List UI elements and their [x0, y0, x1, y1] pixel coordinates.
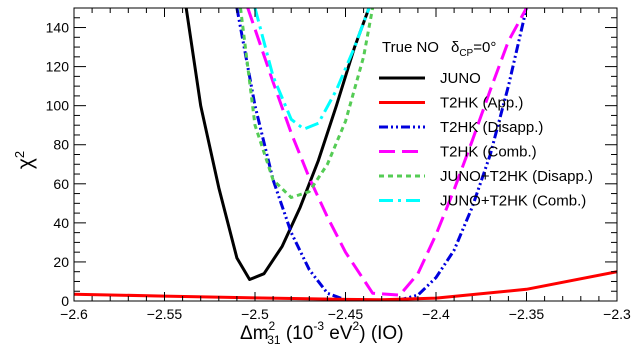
y-tick-label: 0 — [61, 293, 69, 309]
x-tick-label: −2.55 — [147, 306, 183, 322]
x-axis-label-prefix: Δm — [240, 323, 269, 344]
x-tick-label: −2.3 — [603, 306, 631, 322]
y-axis-label-sup: 2 — [12, 151, 27, 158]
annotation-sub: CP — [459, 48, 473, 59]
x-tick-label: −2.4 — [422, 306, 450, 322]
ticks: −2.6 −2.55 −2.5 −2.45 −2.4 −2.35 −2.3 0 20 40 60 80… — [46, 8, 631, 322]
x-tick-label: −2.6 — [60, 306, 88, 322]
y-tick-label: 140 — [46, 20, 70, 36]
y-tick-label: 120 — [46, 59, 70, 75]
legend: JUNO T2HK (App.) T2HK (Disapp.) T2HK (Comb.… — [379, 70, 593, 210]
series-line-juno-t2hk-comb — [253, 8, 371, 131]
x-axis-label: Δm2 31 (10-3 eV2) (IO) — [240, 319, 404, 347]
y-tick-label: 80 — [53, 137, 69, 153]
x-tick-label: −2.35 — [509, 306, 545, 322]
annotation-delta: δ — [451, 39, 459, 56]
legend-label: T2HK (Disapp.) — [440, 119, 543, 136]
x-axis-label-unit-exp2: 2 — [353, 319, 360, 333]
legend-label: T2HK (Comb.) — [440, 144, 537, 161]
x-axis-label-unit-close: ) (IO) — [359, 323, 403, 344]
x-tick-label: −2.45 — [328, 306, 364, 322]
annotation-text: True NO — [382, 39, 439, 56]
x-axis-label-unit-exp: -3 — [313, 319, 324, 333]
legend-label: JUNO — [440, 70, 481, 87]
legend-label: JUNO+T2HK (Disapp.) — [440, 168, 593, 185]
series-line-juno — [184, 8, 371, 281]
x-axis-label-unit-mid: eV — [324, 323, 353, 344]
series-line-juno-t2hk-disapp — [239, 8, 375, 199]
annotation-value: =0° — [473, 39, 496, 56]
y-axis-label: χ2 — [12, 151, 37, 169]
x-axis-label-sup: 2 — [269, 319, 276, 333]
legend-label: T2HK (App.) — [440, 95, 523, 112]
annotation-true-no: True NO δCP=0° — [382, 39, 496, 59]
y-tick-label: 100 — [46, 98, 70, 114]
x-axis-label-unit-open: (10 — [281, 323, 314, 344]
series-line-t2hk-comb — [246, 8, 528, 297]
legend-label: JUNO+T2HK (Comb.) — [440, 193, 586, 210]
x-tick-label: −2.5 — [241, 306, 269, 322]
y-tick-label: 20 — [53, 254, 69, 270]
y-axis-label-main: χ — [14, 158, 37, 169]
x-axis-label-sub: 31 — [267, 333, 281, 347]
y-tick-label: 60 — [53, 176, 69, 192]
y-tick-label: 40 — [53, 215, 69, 231]
